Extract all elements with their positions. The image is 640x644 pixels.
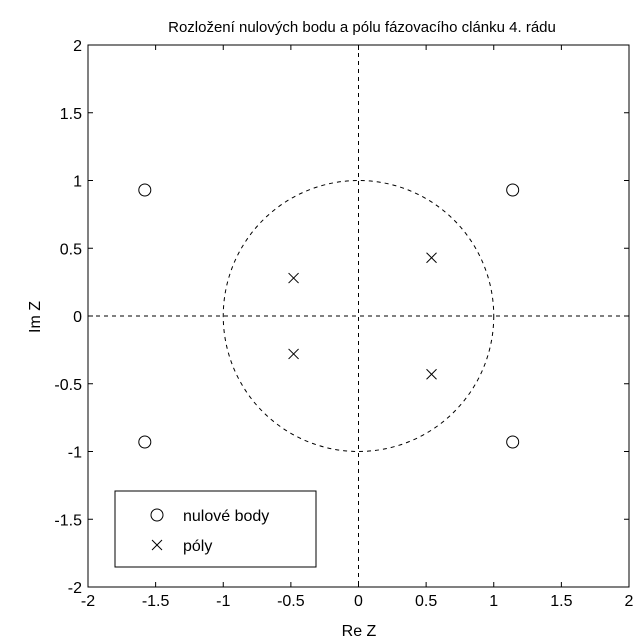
zero-marker	[506, 435, 520, 449]
chart-title: Rozložení nulových bodu a pólu fázovacíh…	[168, 19, 556, 36]
tick-marks	[87, 44, 630, 588]
legend: nulové body póly	[114, 490, 317, 568]
x-tick-label: 1	[489, 593, 498, 610]
y-tick-label: -1	[68, 445, 82, 462]
x-tick-label: -0.5	[277, 593, 305, 610]
y-tick-label: 1	[73, 174, 82, 191]
pole-marker	[426, 368, 437, 380]
y-tick-label: -1.5	[54, 512, 82, 529]
y-tick-label: 0.5	[60, 241, 82, 258]
y-tick-label: 2	[73, 38, 82, 55]
x-tick-label: 0	[354, 593, 363, 610]
x-tick-label: 2	[625, 593, 634, 610]
y-tick-label: -2	[68, 580, 82, 597]
y-axis-label: Im Z	[27, 301, 44, 333]
y-tick-label: 1.5	[60, 106, 82, 123]
pole-marker	[288, 348, 299, 360]
x-tick-label: 0.5	[415, 593, 437, 610]
x-axis-label: Re Z	[342, 623, 377, 640]
zero-marker	[138, 435, 152, 449]
zero-marker	[138, 183, 152, 197]
legend-label: nulové body	[183, 508, 269, 525]
legend-zero-marker	[150, 508, 164, 522]
pole-marker	[426, 252, 437, 264]
y-tick-label: 0	[73, 309, 82, 326]
x-tick-label: -1.5	[142, 593, 170, 610]
unit-circle	[222, 180, 495, 452]
y-tick-label: -0.5	[54, 377, 82, 394]
zero-marker	[506, 183, 520, 197]
pole-marker	[288, 272, 299, 284]
legend-box	[114, 490, 317, 568]
tick-labels: -2 -1.5 -1 -0.5 0 0.5 1 1.5 2 -2 -1.5 -1 -0.5 0 0.5 1 1.…	[54, 38, 633, 610]
x-tick-label: -1	[216, 593, 230, 610]
legend-label: póly	[183, 538, 212, 555]
plot-content	[88, 45, 629, 587]
x-tick-label: -2	[81, 593, 95, 610]
x-tick-label: 1.5	[550, 593, 572, 610]
legend-pole-marker	[151, 539, 163, 551]
